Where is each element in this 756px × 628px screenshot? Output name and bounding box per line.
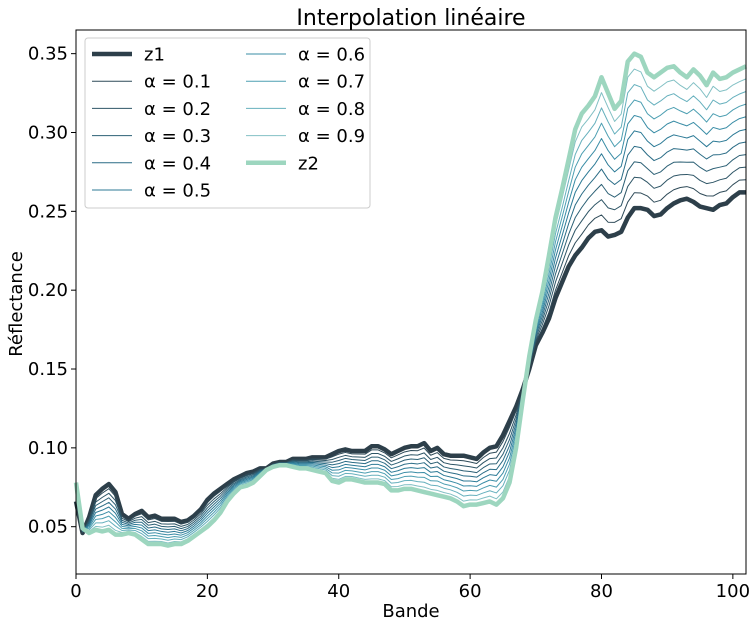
series-line-4 [75, 141, 747, 532]
legend: z1 α = 0.1 α = 0.2 α = 0.3 α = 0.4 α = 0.5 α =… [84, 37, 371, 209]
x-axis-label: Bande [382, 601, 439, 622]
plot-lines [73, 51, 747, 548]
x-tick-label: 100 [716, 581, 750, 602]
legend-label: α = 0.7 [298, 72, 365, 93]
legend-label: α = 0.3 [144, 126, 211, 147]
y-axis-label: Réflectance [6, 251, 27, 357]
series-line-1 [75, 179, 747, 534]
y-ticks: 0.05 0.10 0.15 0.20 0.25 0.30 0.35 [28, 44, 76, 538]
legend-label: z2 [298, 153, 319, 174]
plot-frame [75, 29, 747, 575]
series-line-10 [73, 51, 747, 548]
y-tick-label: 0.10 [28, 438, 68, 459]
x-ticks: 0 20 40 60 80 100 [70, 574, 750, 602]
series-line-6 [75, 114, 747, 536]
legend-label: α = 0.9 [298, 126, 365, 147]
legend-label: α = 0.5 [144, 181, 211, 202]
x-tick-label: 20 [196, 581, 219, 602]
y-tick-label: 0.05 [28, 517, 68, 538]
x-tick-label: 0 [70, 581, 81, 602]
y-tick-label: 0.20 [28, 280, 68, 301]
series-line-7 [75, 99, 747, 539]
y-tick-label: 0.15 [28, 359, 68, 380]
series-line-8 [75, 84, 747, 541]
legend-label: α = 0.6 [298, 45, 365, 66]
y-tick-label: 0.25 [28, 201, 68, 222]
legend-label: α = 0.2 [144, 99, 211, 120]
chart-title: Interpolation linéaire [296, 6, 525, 31]
legend-label: z1 [144, 45, 165, 66]
series-line-3 [75, 154, 747, 533]
y-tick-label: 0.35 [28, 44, 68, 65]
legend-box [84, 37, 371, 209]
x-tick-label: 80 [590, 581, 613, 602]
legend-label: α = 0.4 [144, 153, 211, 174]
series-line-0 [73, 190, 746, 536]
x-tick-label: 40 [327, 581, 350, 602]
y-tick-label: 0.30 [28, 122, 68, 143]
legend-label: α = 0.1 [144, 72, 211, 93]
series-line-2 [75, 166, 747, 533]
legend-label: α = 0.8 [298, 99, 365, 120]
series-line-5 [75, 128, 747, 534]
x-tick-label: 60 [459, 581, 482, 602]
